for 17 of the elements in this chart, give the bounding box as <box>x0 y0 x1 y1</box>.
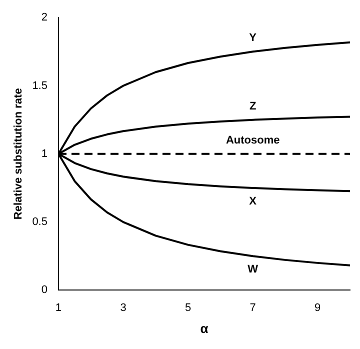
series-label: X <box>249 196 258 208</box>
x-tick-label: 7 <box>250 302 256 314</box>
series-label: Z <box>249 100 256 112</box>
series-label: W <box>248 264 259 276</box>
series-label: Y <box>249 32 258 44</box>
y-axis-title: Relative substitution rate <box>12 88 25 220</box>
x-tick-label: 5 <box>184 302 192 314</box>
y-tick-label: 0 <box>41 284 48 296</box>
y-tick-label: 0.5 <box>32 216 48 228</box>
y-tick-label: 1 <box>41 148 48 160</box>
y-tick-label: 1.5 <box>32 80 48 92</box>
x-axis-title: α <box>200 320 208 336</box>
x-tick-label: 9 <box>314 302 321 314</box>
x-tick-label: 3 <box>120 302 126 314</box>
y-tick-label: 2 <box>41 12 48 24</box>
series-label: Autosome <box>226 134 280 146</box>
x-tick-label: 1 <box>55 302 62 314</box>
